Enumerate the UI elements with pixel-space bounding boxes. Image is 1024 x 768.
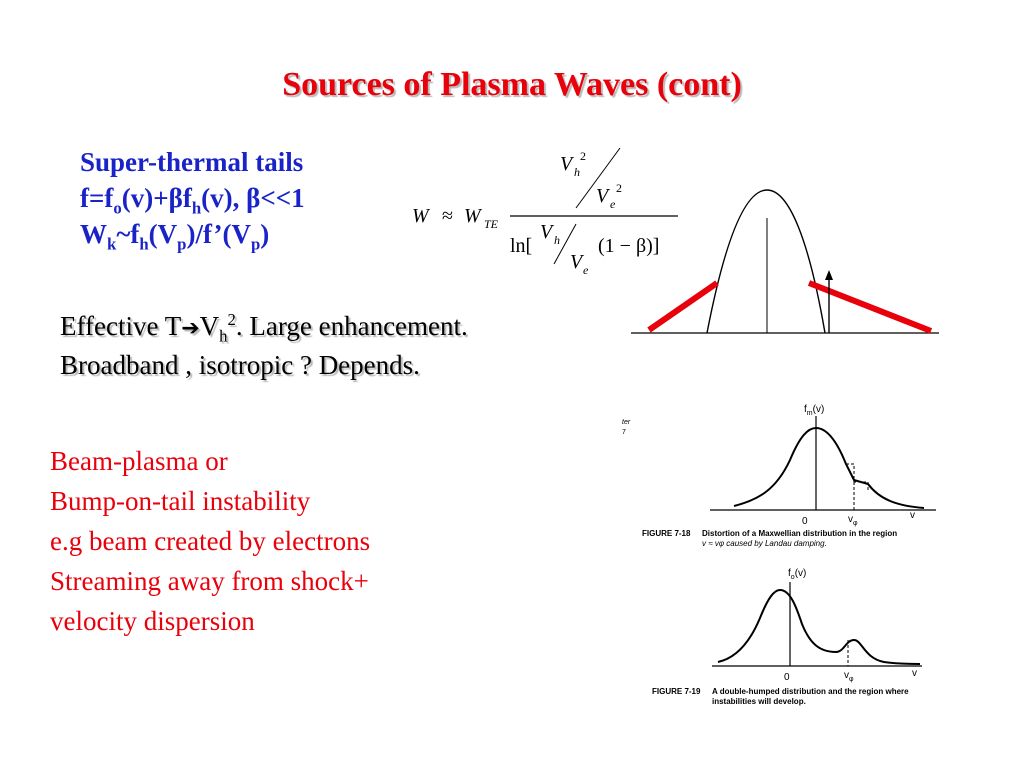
- superthermal-tail-diagram: [631, 189, 939, 334]
- list-item: Beam-plasma or: [50, 446, 228, 476]
- svg-text:ter: ter: [622, 419, 631, 426]
- arrow-head: [825, 270, 833, 280]
- list-item: velocity dispersion: [50, 606, 255, 636]
- svg-text:vφ: vφ: [844, 670, 854, 683]
- svg-text:V: V: [560, 153, 575, 175]
- fig19-curve: [717, 588, 921, 665]
- svg-text:7: 7: [622, 429, 626, 436]
- svg-text:vφ: vφ: [848, 514, 858, 527]
- list-item: Streaming away from shock+: [50, 566, 369, 596]
- svg-text:h: h: [574, 165, 580, 179]
- list-item: Bump-on-tail instability: [50, 486, 311, 516]
- beam-plasma-list: Beam-plasma or Bump-on-tail instability …: [50, 441, 470, 641]
- maxwellian-curve: [706, 189, 826, 334]
- figure-7-19: fo(v) 0 vφ v FIGURE 7-19 A double-humped…: [652, 568, 922, 706]
- svg-text:V: V: [540, 221, 555, 243]
- left-tail-line: [647, 280, 719, 333]
- svg-text:ln[: ln[: [510, 235, 532, 257]
- svg-text:e: e: [610, 197, 616, 211]
- svg-text:2: 2: [580, 149, 586, 163]
- fig18-ylabel: fm(v): [804, 404, 824, 417]
- svg-text:v: v: [910, 510, 915, 521]
- effective-temperature-text: Effective T➔Vh2. Large enhancement. Broa…: [60, 308, 620, 383]
- right-tail-line: [807, 280, 933, 334]
- svg-text:A double-humped distribution a: A double-humped distribution and the reg…: [712, 687, 909, 696]
- svg-text:0: 0: [784, 672, 790, 683]
- svg-text:V: V: [570, 251, 585, 273]
- svg-text:W: W: [464, 205, 483, 227]
- superthermal-heading: Super-thermal tails: [80, 147, 304, 177]
- svg-text:e: e: [583, 263, 589, 277]
- svg-text:instabilities will develop.: instabilities will develop.: [712, 697, 806, 706]
- svg-text:v: v: [912, 668, 917, 679]
- energy-formula: Wk~fh(Vp)/f’(Vp): [80, 219, 270, 254]
- svg-text:TE: TE: [484, 217, 499, 231]
- arrow-icon: ➔: [181, 316, 200, 341]
- svg-text:FIGURE 7-18: FIGURE 7-18: [642, 529, 691, 538]
- fig18-curve: [733, 426, 925, 509]
- fig19-ylabel: fo(v): [788, 568, 806, 581]
- svg-text:V: V: [596, 185, 611, 207]
- svg-text:FIGURE 7-19: FIGURE 7-19: [652, 687, 701, 696]
- svg-text:≈: ≈: [442, 205, 453, 227]
- figure-7-18: ter 7 fm(v) 0 vφ v FIGURE 7-18 Distortio…: [622, 404, 936, 548]
- svg-text:2: 2: [616, 181, 622, 195]
- broadband-line: Broadband , isotropic ? Depends.: [60, 350, 420, 380]
- svg-text:v ≈ vφ caused by Landau dampin: v ≈ vφ caused by Landau damping.: [702, 539, 827, 548]
- svg-text:0: 0: [802, 516, 808, 527]
- svg-text:(1 − β)]: (1 − β)]: [598, 235, 659, 257]
- list-item: e.g beam created by electrons: [50, 526, 371, 556]
- svg-text:Distortion of a Maxwellian dis: Distortion of a Maxwellian distribution …: [702, 529, 897, 538]
- superthermal-block: Super-thermal tails f=fo(v)+βfh(v), β<<1…: [80, 144, 400, 252]
- distribution-formula: f=fo(v)+βfh(v), β<<1: [80, 183, 305, 218]
- svg-text:h: h: [554, 233, 560, 247]
- energy-ratio-equation: W ≈ W TE V h 2 V e 2 ln[ V h V e (1 − β)…: [412, 147, 678, 277]
- svg-text:W: W: [412, 205, 431, 227]
- slide-title: Sources of Plasma Waves (cont): [282, 66, 742, 103]
